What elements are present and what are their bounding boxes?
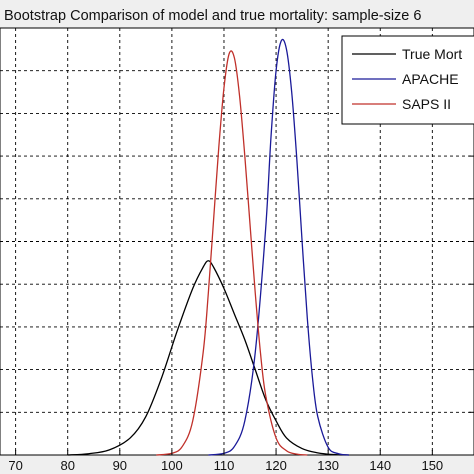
legend-label: SAPS II [402,96,451,112]
x-tick-label: 110 [214,458,235,473]
chart-title: Bootstrap Comparison of model and true m… [4,8,421,24]
legend: True Mort APACHE SAPS II [341,35,474,125]
series-layer [67,38,350,456]
x-tick-label: 130 [317,458,339,473]
x-tick-label: 90 [113,458,127,473]
legend-label: APACHE [402,71,459,87]
x-tick-label: 80 [60,458,74,473]
x-axis: 70 80 90 100 110 120 130 140 150 [8,70,474,473]
x-tick-label: 150 [421,458,443,473]
series-line-3 [156,50,308,456]
x-tick-label: 70 [8,458,22,473]
x-tick-label: 120 [265,458,287,473]
series-line-2 [208,38,350,456]
x-tick-label: 100 [161,458,183,473]
series-line-1 [67,260,350,456]
grid [0,28,474,455]
legend-box [341,35,474,125]
x-tick-label: 140 [369,458,391,473]
legend-label: True Mort [402,46,462,62]
